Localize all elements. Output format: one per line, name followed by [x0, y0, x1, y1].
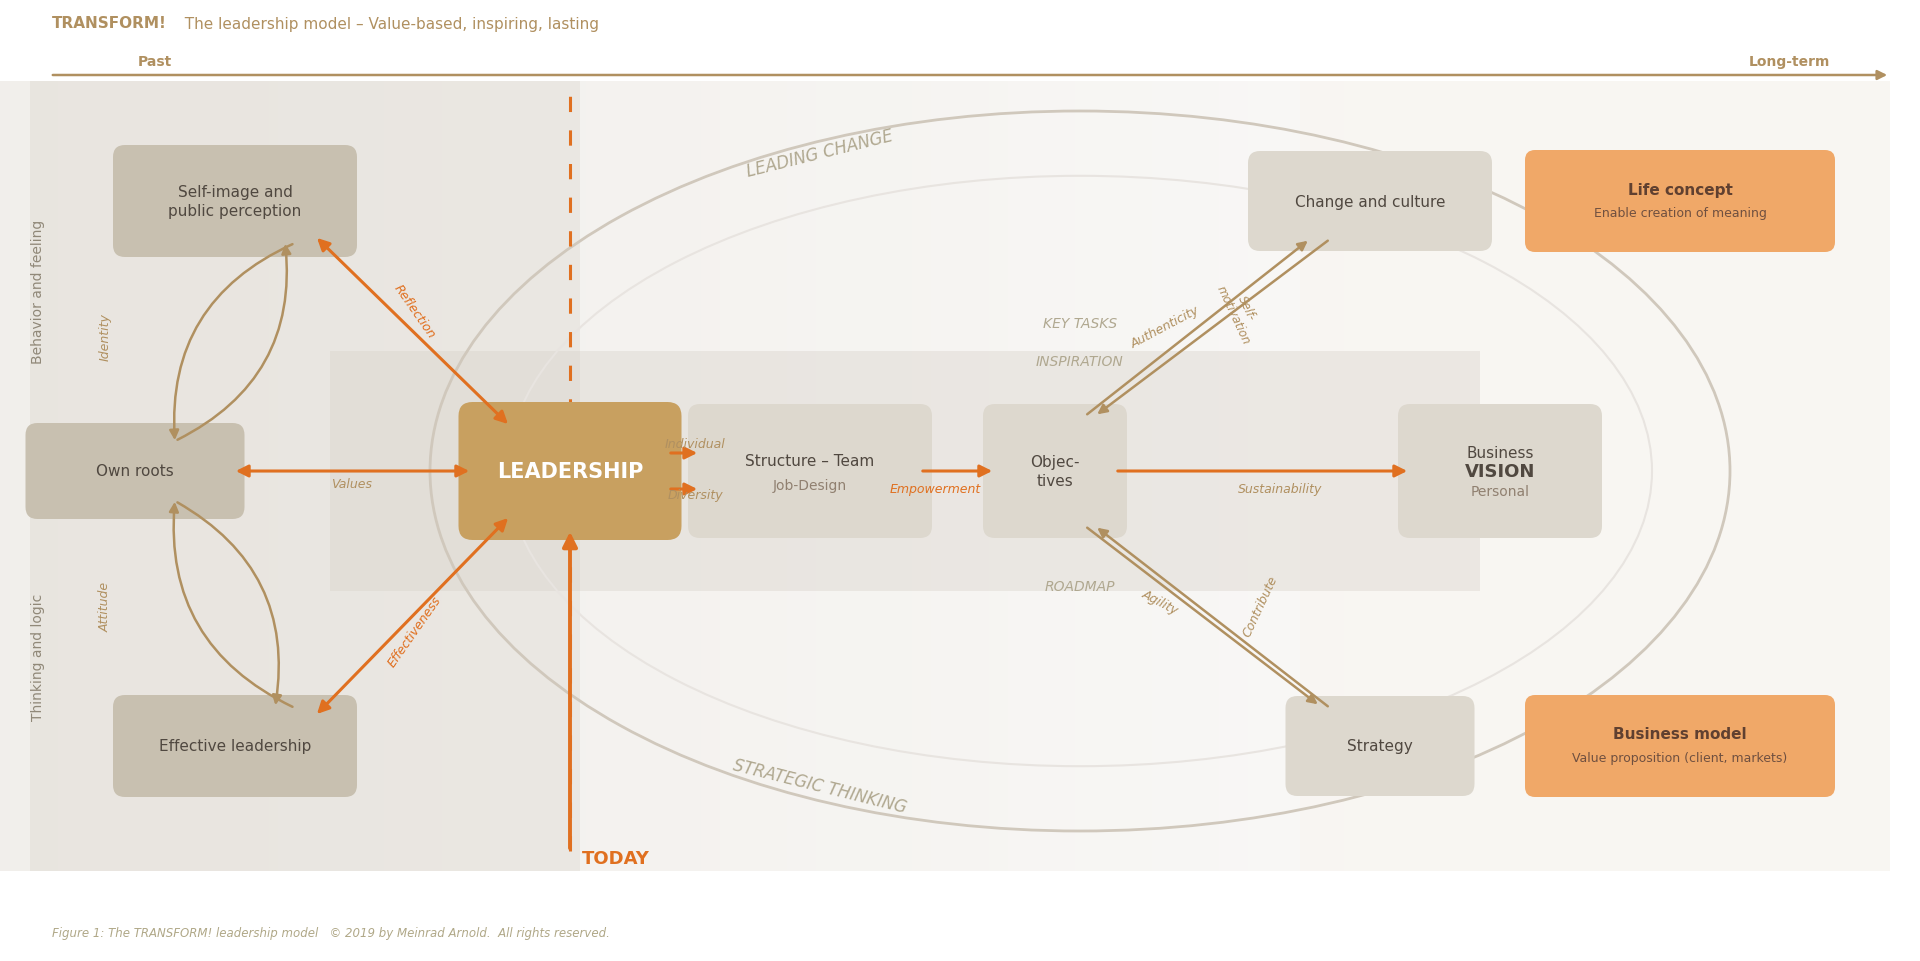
Text: Change and culture: Change and culture — [1294, 194, 1446, 209]
Bar — [31, 82, 580, 871]
Text: STRATEGIC THINKING: STRATEGIC THINKING — [732, 756, 908, 817]
Text: Attitude: Attitude — [98, 581, 111, 631]
Text: ROADMAP: ROADMAP — [1044, 579, 1116, 593]
Text: Effectiveness: Effectiveness — [386, 594, 444, 669]
Text: Self-
motivation: Self- motivation — [1213, 277, 1265, 346]
Bar — [1300, 82, 1889, 871]
Text: Individual: Individual — [664, 437, 726, 450]
FancyBboxPatch shape — [113, 146, 357, 258]
FancyBboxPatch shape — [1524, 151, 1836, 253]
Text: Structure – Team: Structure – Team — [745, 454, 876, 469]
Text: Objec-
tives: Objec- tives — [1031, 455, 1079, 488]
FancyBboxPatch shape — [1524, 695, 1836, 798]
Text: Diversity: Diversity — [666, 489, 722, 502]
Text: VISION: VISION — [1465, 462, 1536, 480]
Text: Past: Past — [138, 55, 173, 69]
FancyArrowPatch shape — [177, 503, 280, 702]
Text: Enable creation of meaning: Enable creation of meaning — [1594, 208, 1766, 220]
Text: Own roots: Own roots — [96, 464, 175, 479]
Text: Life concept: Life concept — [1628, 183, 1732, 197]
FancyBboxPatch shape — [983, 405, 1127, 538]
Text: Authenticity: Authenticity — [1129, 303, 1202, 350]
Text: Business model: Business model — [1613, 727, 1747, 742]
Text: Figure 1: The TRANSFORM! leadership model   © 2019 by Meinrad Arnold.  All right: Figure 1: The TRANSFORM! leadership mode… — [52, 926, 611, 940]
Bar — [330, 352, 1480, 591]
FancyArrowPatch shape — [177, 247, 290, 440]
Text: Thinking and logic: Thinking and logic — [31, 593, 44, 720]
Text: INSPIRATION: INSPIRATION — [1037, 355, 1123, 369]
Text: TODAY: TODAY — [582, 850, 649, 867]
FancyBboxPatch shape — [113, 695, 357, 798]
Text: Effective leadership: Effective leadership — [159, 739, 311, 753]
Text: Strategy: Strategy — [1348, 739, 1413, 753]
FancyArrowPatch shape — [171, 245, 292, 438]
Text: KEY TASKS: KEY TASKS — [1043, 317, 1117, 331]
Text: Values: Values — [332, 478, 372, 491]
Text: The leadership model – Value-based, inspiring, lasting: The leadership model – Value-based, insp… — [175, 16, 599, 32]
FancyBboxPatch shape — [1398, 405, 1601, 538]
Text: Business: Business — [1467, 446, 1534, 461]
FancyBboxPatch shape — [459, 403, 682, 540]
Text: Value proposition (client, markets): Value proposition (client, markets) — [1572, 752, 1788, 765]
Text: Identity: Identity — [98, 312, 111, 360]
Text: Job-Design: Job-Design — [774, 479, 847, 492]
Text: Contribute: Contribute — [1240, 574, 1281, 639]
Text: Long-term: Long-term — [1749, 55, 1830, 69]
Text: Sustainability: Sustainability — [1238, 483, 1323, 496]
Text: Personal: Personal — [1471, 484, 1530, 499]
FancyBboxPatch shape — [25, 424, 244, 520]
Text: LEADING CHANGE: LEADING CHANGE — [745, 127, 895, 181]
FancyBboxPatch shape — [1286, 697, 1475, 796]
Text: TRANSFORM!: TRANSFORM! — [52, 16, 167, 32]
Text: Agility: Agility — [1140, 586, 1181, 616]
FancyBboxPatch shape — [1248, 152, 1492, 252]
FancyBboxPatch shape — [687, 405, 931, 538]
Text: Behavior and feeling: Behavior and feeling — [31, 220, 44, 364]
FancyArrowPatch shape — [171, 505, 292, 707]
Text: LEADERSHIP: LEADERSHIP — [497, 461, 643, 481]
Text: Self-image and
public perception: Self-image and public perception — [169, 185, 301, 219]
Text: Reflection: Reflection — [392, 283, 438, 341]
Bar — [31, 82, 1889, 871]
Text: Empowerment: Empowerment — [889, 483, 981, 496]
